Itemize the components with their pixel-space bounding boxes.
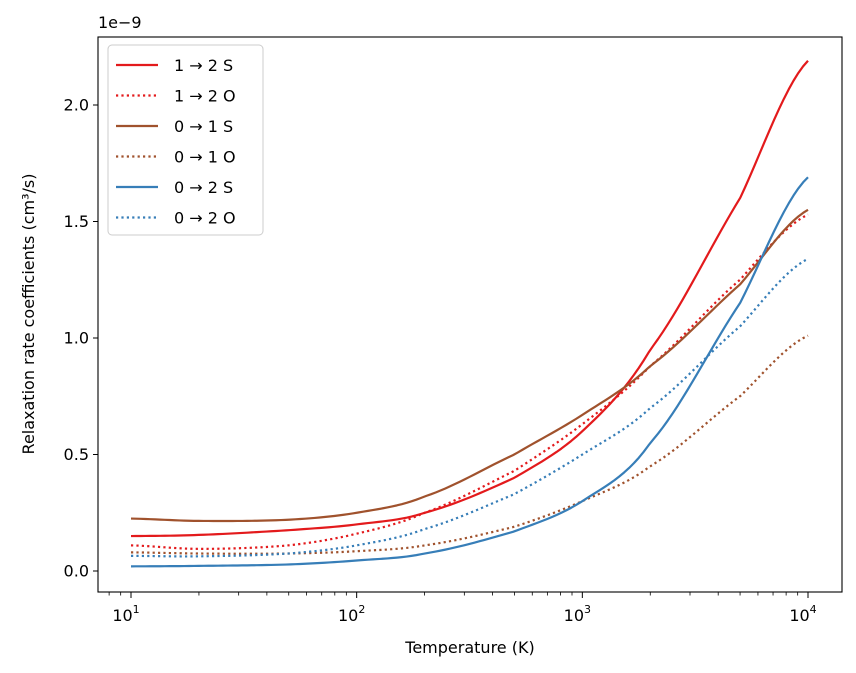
legend-label: 0 → 1 O	[174, 148, 236, 167]
x-tick-base: 10	[338, 606, 358, 625]
y-tick-label: 1.0	[64, 329, 89, 348]
legend-label: 0 → 2 S	[174, 178, 233, 197]
x-tick-label: 101	[112, 603, 139, 625]
x-tick-label: 102	[338, 603, 365, 625]
x-tick-label: 103	[564, 603, 591, 625]
series-line	[130, 60, 809, 538]
x-tick-base: 10	[789, 606, 809, 625]
legend-label: 1 → 2 S	[174, 56, 233, 75]
x-tick-exponent: 4	[810, 603, 817, 616]
x-axis-ticks: 101 102 103 104	[108, 592, 817, 625]
legend-label: 0 → 2 O	[174, 209, 236, 228]
x-tick-base: 10	[112, 606, 132, 625]
legend-label: 0 → 1 S	[174, 117, 233, 136]
x-tick-exponent: 2	[358, 603, 365, 616]
series-line	[130, 176, 809, 568]
y-tick-label: 0.5	[64, 445, 89, 464]
legend-label: 1 → 2 O	[174, 87, 236, 106]
plot-frame	[97, 36, 843, 593]
x-tick-exponent: 3	[584, 603, 591, 616]
x-tick-exponent: 1	[133, 603, 140, 616]
x-tick-base: 10	[564, 606, 584, 625]
legend: 1 → 2 S 1 → 2 O 0 → 1 S 0 → 1 O 0 → 2 S 0 → 2…	[107, 44, 264, 236]
y-axis-label: Relaxation rate coefficients (cm³/s)	[19, 174, 38, 455]
y-tick-label: 2.0	[64, 96, 89, 115]
series-line	[130, 213, 809, 550]
y-offset-label: 1e−9	[98, 13, 142, 32]
y-tick-label: 0.0	[64, 562, 89, 581]
series-line	[130, 208, 809, 523]
x-axis-label: Temperature (K)	[404, 638, 534, 657]
x-tick-label: 104	[789, 603, 816, 625]
series-lines	[130, 60, 809, 568]
y-axis-ticks: 0.0 0.5 1.0 1.5 2.0	[64, 96, 98, 581]
y-tick-label: 1.5	[64, 212, 89, 231]
